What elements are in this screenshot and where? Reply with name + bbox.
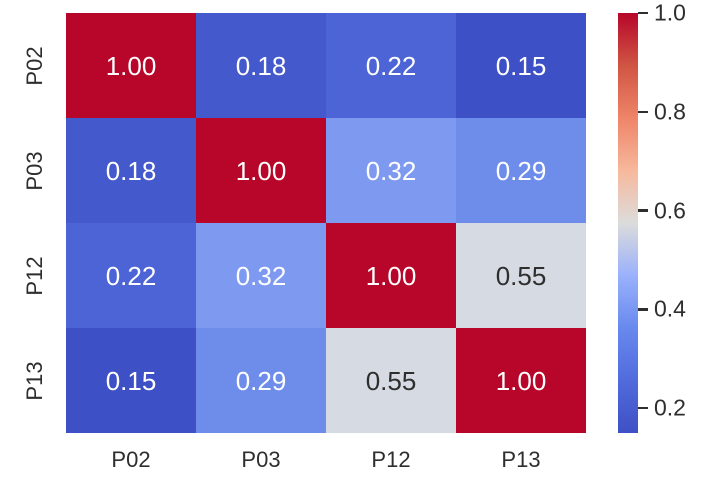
colorbar-tick-label: 0.6 — [654, 197, 686, 224]
colorbar-tick-mark — [638, 209, 648, 212]
x-tick-label: P03 — [241, 447, 281, 472]
heatmap-cell: 0.55 — [456, 223, 586, 328]
colorbar-tick-label: 0.4 — [654, 295, 686, 322]
heatmap-cell: 0.18 — [66, 118, 196, 223]
x-tick-label: P12 — [371, 447, 411, 472]
heatmap-cell: 0.29 — [456, 118, 586, 223]
heatmap-cell: 0.29 — [196, 328, 326, 433]
y-tick-label: P12 — [22, 255, 47, 296]
heatmap-cell: 1.00 — [326, 223, 456, 328]
y-tick-label: P13 — [22, 360, 47, 401]
heatmap-cell: 1.00 — [456, 328, 586, 433]
heatmap-cell: 0.32 — [196, 223, 326, 328]
colorbar-tick-mark — [638, 11, 648, 15]
heatmap-cell: 0.32 — [326, 118, 456, 223]
heatmap-cell: 0.18 — [196, 13, 326, 118]
heatmap-cell: 0.55 — [326, 328, 456, 433]
heatmap-grid: 1.00 0.18 0.22 0.15 0.18 1.00 0.32 0.29 0.22 0.32… — [66, 13, 586, 433]
heatmap-cell: 1.00 — [66, 13, 196, 118]
heatmap-cell: 0.22 — [326, 13, 456, 118]
colorbar-tick-mark — [638, 407, 648, 410]
heatmap-cell: 0.15 — [456, 13, 586, 118]
heatmap-cell: 0.22 — [66, 223, 196, 328]
colorbar-tick-mark — [638, 110, 648, 113]
y-tick-label: P02 — [22, 45, 47, 86]
x-tick-label: P13 — [501, 447, 541, 472]
colorbar-tick-label: 0.2 — [654, 394, 686, 421]
heatmap-cell: 0.15 — [66, 328, 196, 433]
colorbar — [618, 13, 638, 433]
colorbar-tick-mark — [638, 308, 648, 311]
heatmap-cell: 1.00 — [196, 118, 326, 223]
x-tick-label: P02 — [111, 447, 151, 472]
colorbar-tick-label: 1.0 — [654, 0, 686, 26]
y-tick-label: P03 — [22, 150, 47, 191]
colorbar-tick-label: 0.8 — [654, 98, 686, 125]
